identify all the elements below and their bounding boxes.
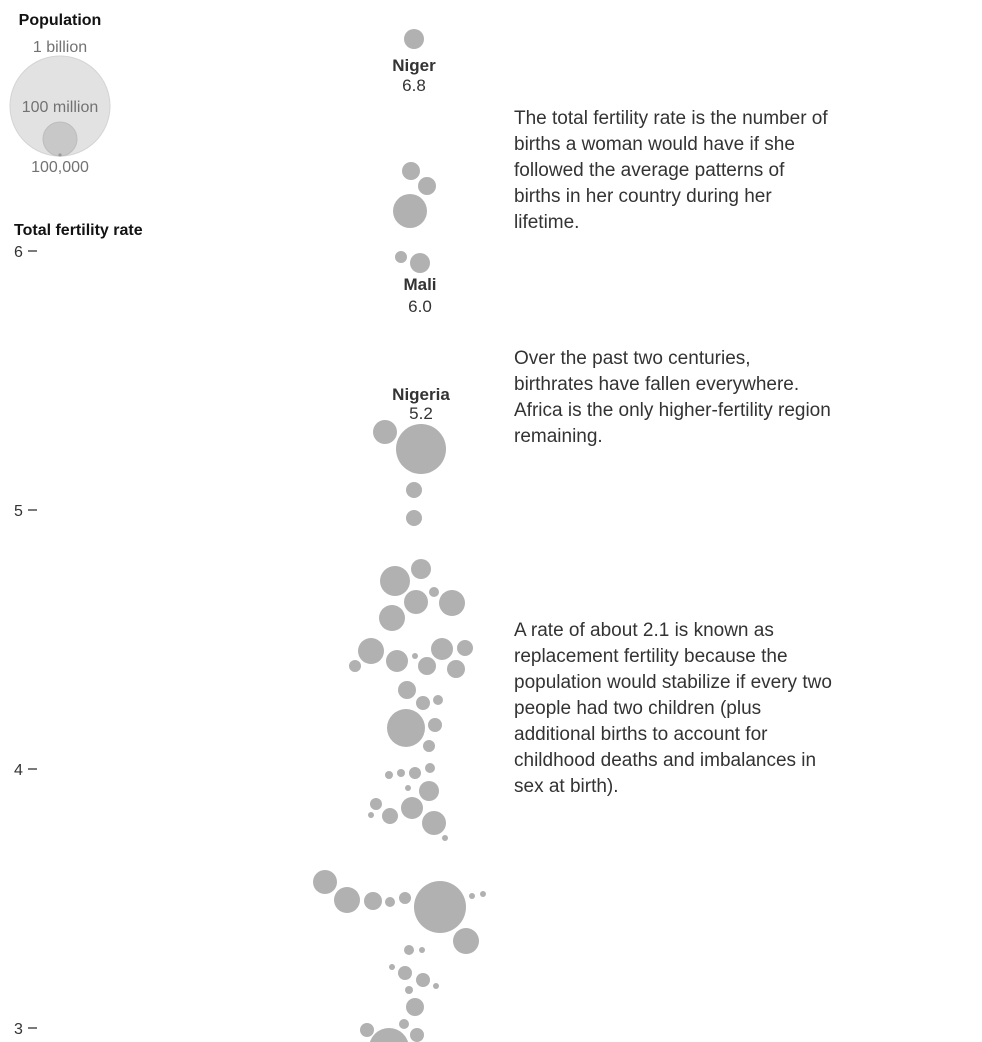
country-bubble: [429, 587, 439, 597]
annotation-tfr-definition: The total fertility rate is the number o…: [514, 108, 828, 233]
country-bubble: [433, 695, 443, 705]
country-bubble: [349, 660, 361, 672]
country-bubble: [419, 947, 425, 953]
country-bubble: [406, 482, 422, 498]
country-bubble: [406, 510, 422, 526]
country-bubble: [405, 986, 413, 994]
country-bubble: [406, 998, 424, 1016]
country-bubble: [334, 887, 360, 913]
y-tick-label-4: 4: [14, 762, 23, 779]
country-bubble: [416, 696, 430, 710]
country-bubble: [370, 798, 382, 810]
y-tick-label-5: 5: [14, 503, 23, 520]
country-bubble: [409, 767, 421, 779]
country-bubble: [410, 1028, 424, 1042]
country-bubble: [428, 718, 442, 732]
country-bubble: [399, 892, 411, 904]
country-bubble: [397, 769, 405, 777]
country-bubble: [385, 897, 395, 907]
country-bubble: [418, 657, 436, 675]
annotation-replacement-fertility: A rate of about 2.1 is known as replacem…: [514, 620, 832, 797]
country-labels: Niger 6.8 Mali 6.0 Nigeria 5.2: [392, 56, 450, 423]
country-label-nigeria: Nigeria: [392, 385, 450, 404]
country-bubble: [396, 424, 446, 474]
country-bubble: [410, 253, 430, 273]
legend-label-medium: 100 million: [22, 99, 98, 116]
country-bubble: [416, 973, 430, 987]
country-bubble: [398, 966, 412, 980]
size-legend-title: Population: [19, 12, 102, 29]
annotation-birthrates-fallen: Over the past two centuries, birthrates …: [514, 348, 831, 447]
country-bubble: [401, 797, 423, 819]
country-bubble: [457, 640, 473, 656]
country-bubble: [379, 605, 405, 631]
legend-bubble-small: [58, 153, 62, 157]
country-bubble: [439, 590, 465, 616]
country-bubble: [395, 251, 407, 263]
country-bubble: [404, 590, 428, 614]
country-bubble: [360, 1023, 374, 1037]
legend-bubble-medium: [42, 121, 78, 157]
y-tick-label-6: 6: [14, 244, 23, 261]
country-bubble: [387, 709, 425, 747]
country-bubble: [404, 29, 424, 49]
country-label-niger: Niger: [392, 56, 436, 75]
country-bubble: [412, 653, 418, 659]
country-bubble: [447, 660, 465, 678]
country-bubble: [411, 559, 431, 579]
country-bubble: [402, 162, 420, 180]
country-bubble: [425, 763, 435, 773]
country-bubble: [405, 785, 411, 791]
country-bubble: [393, 194, 427, 228]
y-tick-label-3: 3: [14, 1021, 23, 1038]
y-axis: Total fertility rate 3 4 5 6: [14, 222, 143, 1038]
country-bubble: [431, 638, 453, 660]
country-value-niger: 6.8: [402, 76, 426, 95]
country-bubble: [364, 892, 382, 910]
country-bubble: [313, 870, 337, 894]
country-bubble: [382, 808, 398, 824]
country-bubble: [442, 835, 448, 841]
country-bubble: [369, 1028, 409, 1042]
country-bubble: [399, 1019, 409, 1029]
country-bubble: [385, 771, 393, 779]
country-bubble: [419, 781, 439, 801]
country-bubble: [418, 177, 436, 195]
country-bubble: [469, 893, 475, 899]
country-bubble: [422, 811, 446, 835]
y-axis-title: Total fertility rate: [14, 222, 143, 239]
legend-label-small: 100,000: [31, 159, 89, 176]
country-bubble: [423, 740, 435, 752]
country-bubble: [386, 650, 408, 672]
country-bubbles: [313, 29, 486, 1042]
country-bubble: [480, 891, 486, 897]
country-bubble: [453, 928, 479, 954]
country-label-mali: Mali: [403, 275, 436, 294]
country-value-nigeria: 5.2: [409, 404, 433, 423]
country-bubble: [398, 681, 416, 699]
country-bubble: [389, 964, 395, 970]
legend-label-large: 1 billion: [33, 39, 87, 56]
country-value-mali: 6.0: [408, 297, 432, 316]
country-bubble: [380, 566, 410, 596]
country-bubble: [373, 420, 397, 444]
country-bubble: [368, 812, 374, 818]
size-legend: Population 1 billion 100 million 100,000: [9, 12, 111, 176]
country-bubble: [404, 945, 414, 955]
country-bubble: [433, 983, 439, 989]
country-bubble: [358, 638, 384, 664]
country-bubble: [414, 881, 466, 933]
